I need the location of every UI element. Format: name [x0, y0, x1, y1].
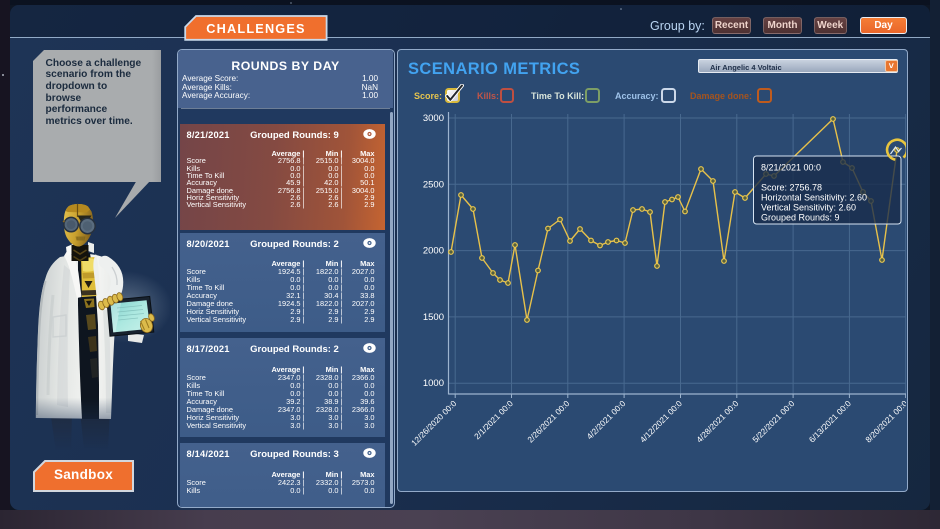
svg-text:12/26/2020 00:0: 12/26/2020 00:0	[409, 398, 459, 448]
svg-text:2/1/2021 00:0: 2/1/2021 00:0	[472, 398, 515, 441]
svg-text:3000: 3000	[423, 113, 444, 124]
svg-text:2000: 2000	[423, 246, 444, 257]
svg-text:Horizontal Sensitivity: 2.60: Horizontal Sensitivity: 2.60	[761, 193, 867, 203]
svg-text:Grouped Rounds: 9: Grouped Rounds: 9	[761, 213, 840, 223]
svg-text:2/26/2021 00:0: 2/26/2021 00:0	[525, 398, 571, 444]
svg-text:6/13/2021 00:0: 6/13/2021 00:0	[807, 398, 853, 444]
svg-text:4/28/2021 00:0: 4/28/2021 00:0	[694, 398, 740, 444]
svg-text:1500: 1500	[423, 312, 444, 323]
svg-text:4/12/2021 00:0: 4/12/2021 00:0	[638, 398, 684, 444]
svg-text:Vertical Sensitivity: 2.60: Vertical Sensitivity: 2.60	[761, 203, 856, 213]
svg-text:8/20/2021 00:0: 8/20/2021 00:0	[863, 398, 906, 444]
svg-text:Score: 2756.78: Score: 2756.78	[761, 183, 822, 193]
svg-text:5/22/2021 00:0: 5/22/2021 00:0	[750, 398, 796, 444]
svg-text:2500: 2500	[423, 179, 444, 190]
svg-text:4/2/2021 00:0: 4/2/2021 00:0	[584, 398, 627, 441]
svg-text:1000: 1000	[423, 378, 444, 389]
svg-text:8/21/2021 00:0: 8/21/2021 00:0	[761, 163, 821, 173]
